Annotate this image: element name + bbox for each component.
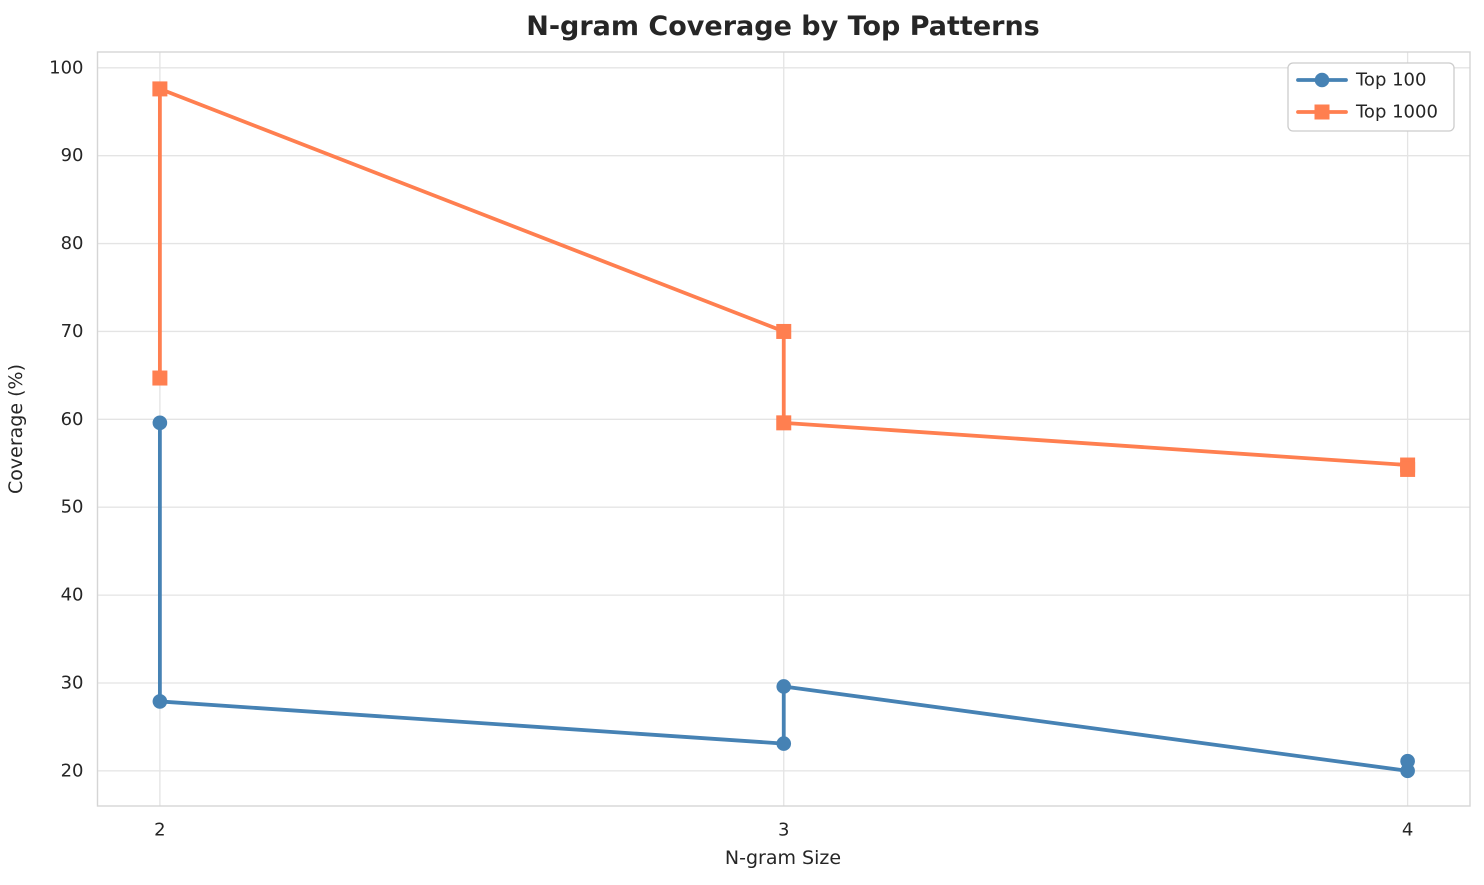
- legend-label-top-100: Top 100: [1355, 70, 1426, 91]
- data-point-top-100-4-21.1: [1400, 753, 1415, 769]
- y-tick-label-60: 60: [61, 409, 84, 430]
- y-axis-label: Coverage (%): [5, 364, 27, 494]
- legend-circle-marker-icon: [1314, 72, 1330, 88]
- data-point-top-1000-3-59.6: [776, 415, 792, 431]
- legend-square-marker-icon: [1314, 104, 1330, 120]
- plot-border: [96, 51, 1471, 807]
- y-tick-label-40: 40: [61, 585, 84, 606]
- data-point-top-1000-3-70: [776, 323, 792, 339]
- series-top-100: [152, 415, 1415, 779]
- x-tick-label-2: 2: [154, 820, 165, 841]
- legend-item-top-1000: Top 1000: [1296, 102, 1438, 123]
- series-layer: [152, 81, 1416, 779]
- tick-labels-layer: 20 30 40 50 60 70 80 90 100 2 3 4: [49, 57, 1413, 840]
- data-point-top-1000-2-64.7: [152, 370, 168, 386]
- y-tick-label-80: 80: [61, 233, 84, 254]
- plot-border-rect: [96, 51, 1471, 807]
- data-point-top-100-2-59.6: [152, 415, 168, 431]
- legend-item-top-100: Top 100: [1296, 70, 1426, 91]
- legend-label-top-1000: Top 1000: [1355, 102, 1438, 123]
- y-tick-label-90: 90: [61, 145, 84, 166]
- y-tick-label-70: 70: [61, 321, 84, 342]
- x-tick-label-3: 3: [778, 820, 789, 841]
- y-tick-label-50: 50: [61, 497, 84, 518]
- y-tick-label-30: 30: [61, 672, 84, 693]
- data-point-top-100-2-27.9: [152, 694, 168, 709]
- legend: Top 100 Top 1000: [1287, 62, 1455, 132]
- series-top-1000: [152, 81, 1416, 477]
- x-tick-label-4: 4: [1402, 820, 1413, 841]
- chart-title: N-gram Coverage by Top Patterns: [526, 11, 1040, 42]
- y-tick-label-20: 20: [61, 760, 84, 781]
- x-axis-label: N-gram Size: [725, 847, 841, 869]
- data-point-top-1000-4-54.3: [1400, 461, 1416, 477]
- y-tick-label-100: 100: [49, 57, 83, 78]
- data-point-top-100-3-29.6: [776, 679, 792, 694]
- data-point-top-100-3-23.1: [776, 736, 792, 751]
- data-point-top-1000-2-97.6: [152, 81, 168, 97]
